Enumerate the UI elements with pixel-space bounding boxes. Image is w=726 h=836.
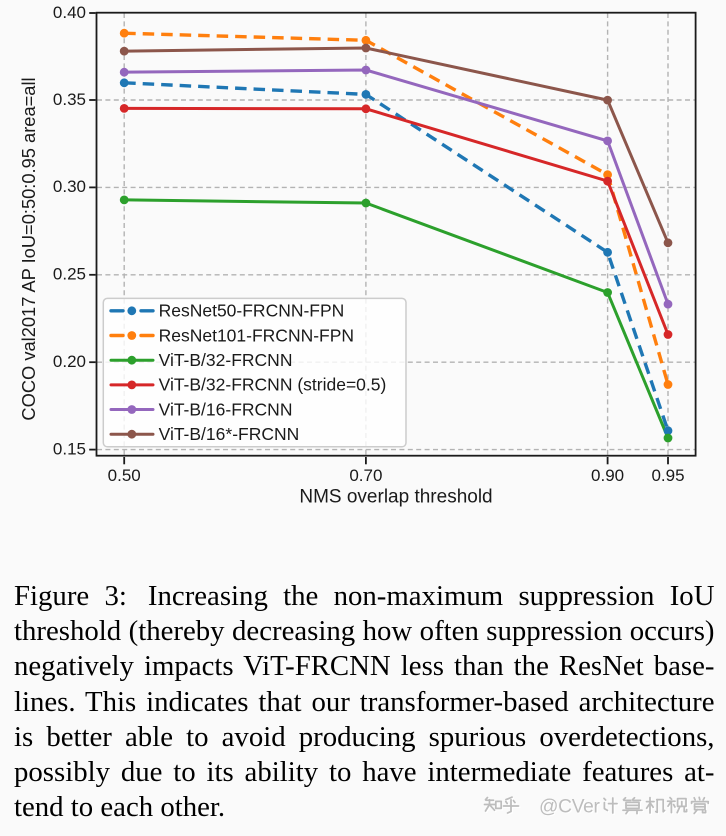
svg-text:0.30: 0.30 [53, 177, 86, 196]
svg-text:ViT-B/16*-FRCNN: ViT-B/16*-FRCNN [159, 424, 300, 444]
svg-text:ViT-B/32-FRCNN (stride=0.5): ViT-B/32-FRCNN (stride=0.5) [159, 375, 387, 395]
svg-text:NMS overlap threshold: NMS overlap threshold [299, 487, 492, 508]
svg-text:0.25: 0.25 [53, 265, 86, 284]
svg-text:0.90: 0.90 [591, 466, 624, 485]
svg-text:@CVer: @CVer [539, 796, 601, 817]
svg-text:0.20: 0.20 [53, 352, 86, 371]
svg-text:0.35: 0.35 [53, 90, 86, 109]
svg-text:ViT-B/16-FRCNN: ViT-B/16-FRCNN [159, 399, 293, 419]
svg-text:0.70: 0.70 [349, 466, 382, 485]
svg-text:0.95: 0.95 [651, 466, 684, 485]
svg-text:ResNet50-FRCNN-FPN: ResNet50-FRCNN-FPN [159, 301, 345, 321]
svg-text:0.15: 0.15 [53, 439, 86, 458]
svg-text:0.50: 0.50 [108, 466, 141, 485]
svg-text:ViT-B/32-FRCNN: ViT-B/32-FRCNN [159, 350, 293, 370]
svg-text:0.40: 0.40 [53, 3, 86, 22]
svg-text:ResNet101-FRCNN-FPN: ResNet101-FRCNN-FPN [159, 325, 354, 345]
svg-text:COCO val2017 AP IoU=0:50:0.95: COCO val2017 AP IoU=0:50:0.95 area=all [18, 77, 39, 420]
svg-text:@CVer: @CVer [540, 798, 602, 819]
